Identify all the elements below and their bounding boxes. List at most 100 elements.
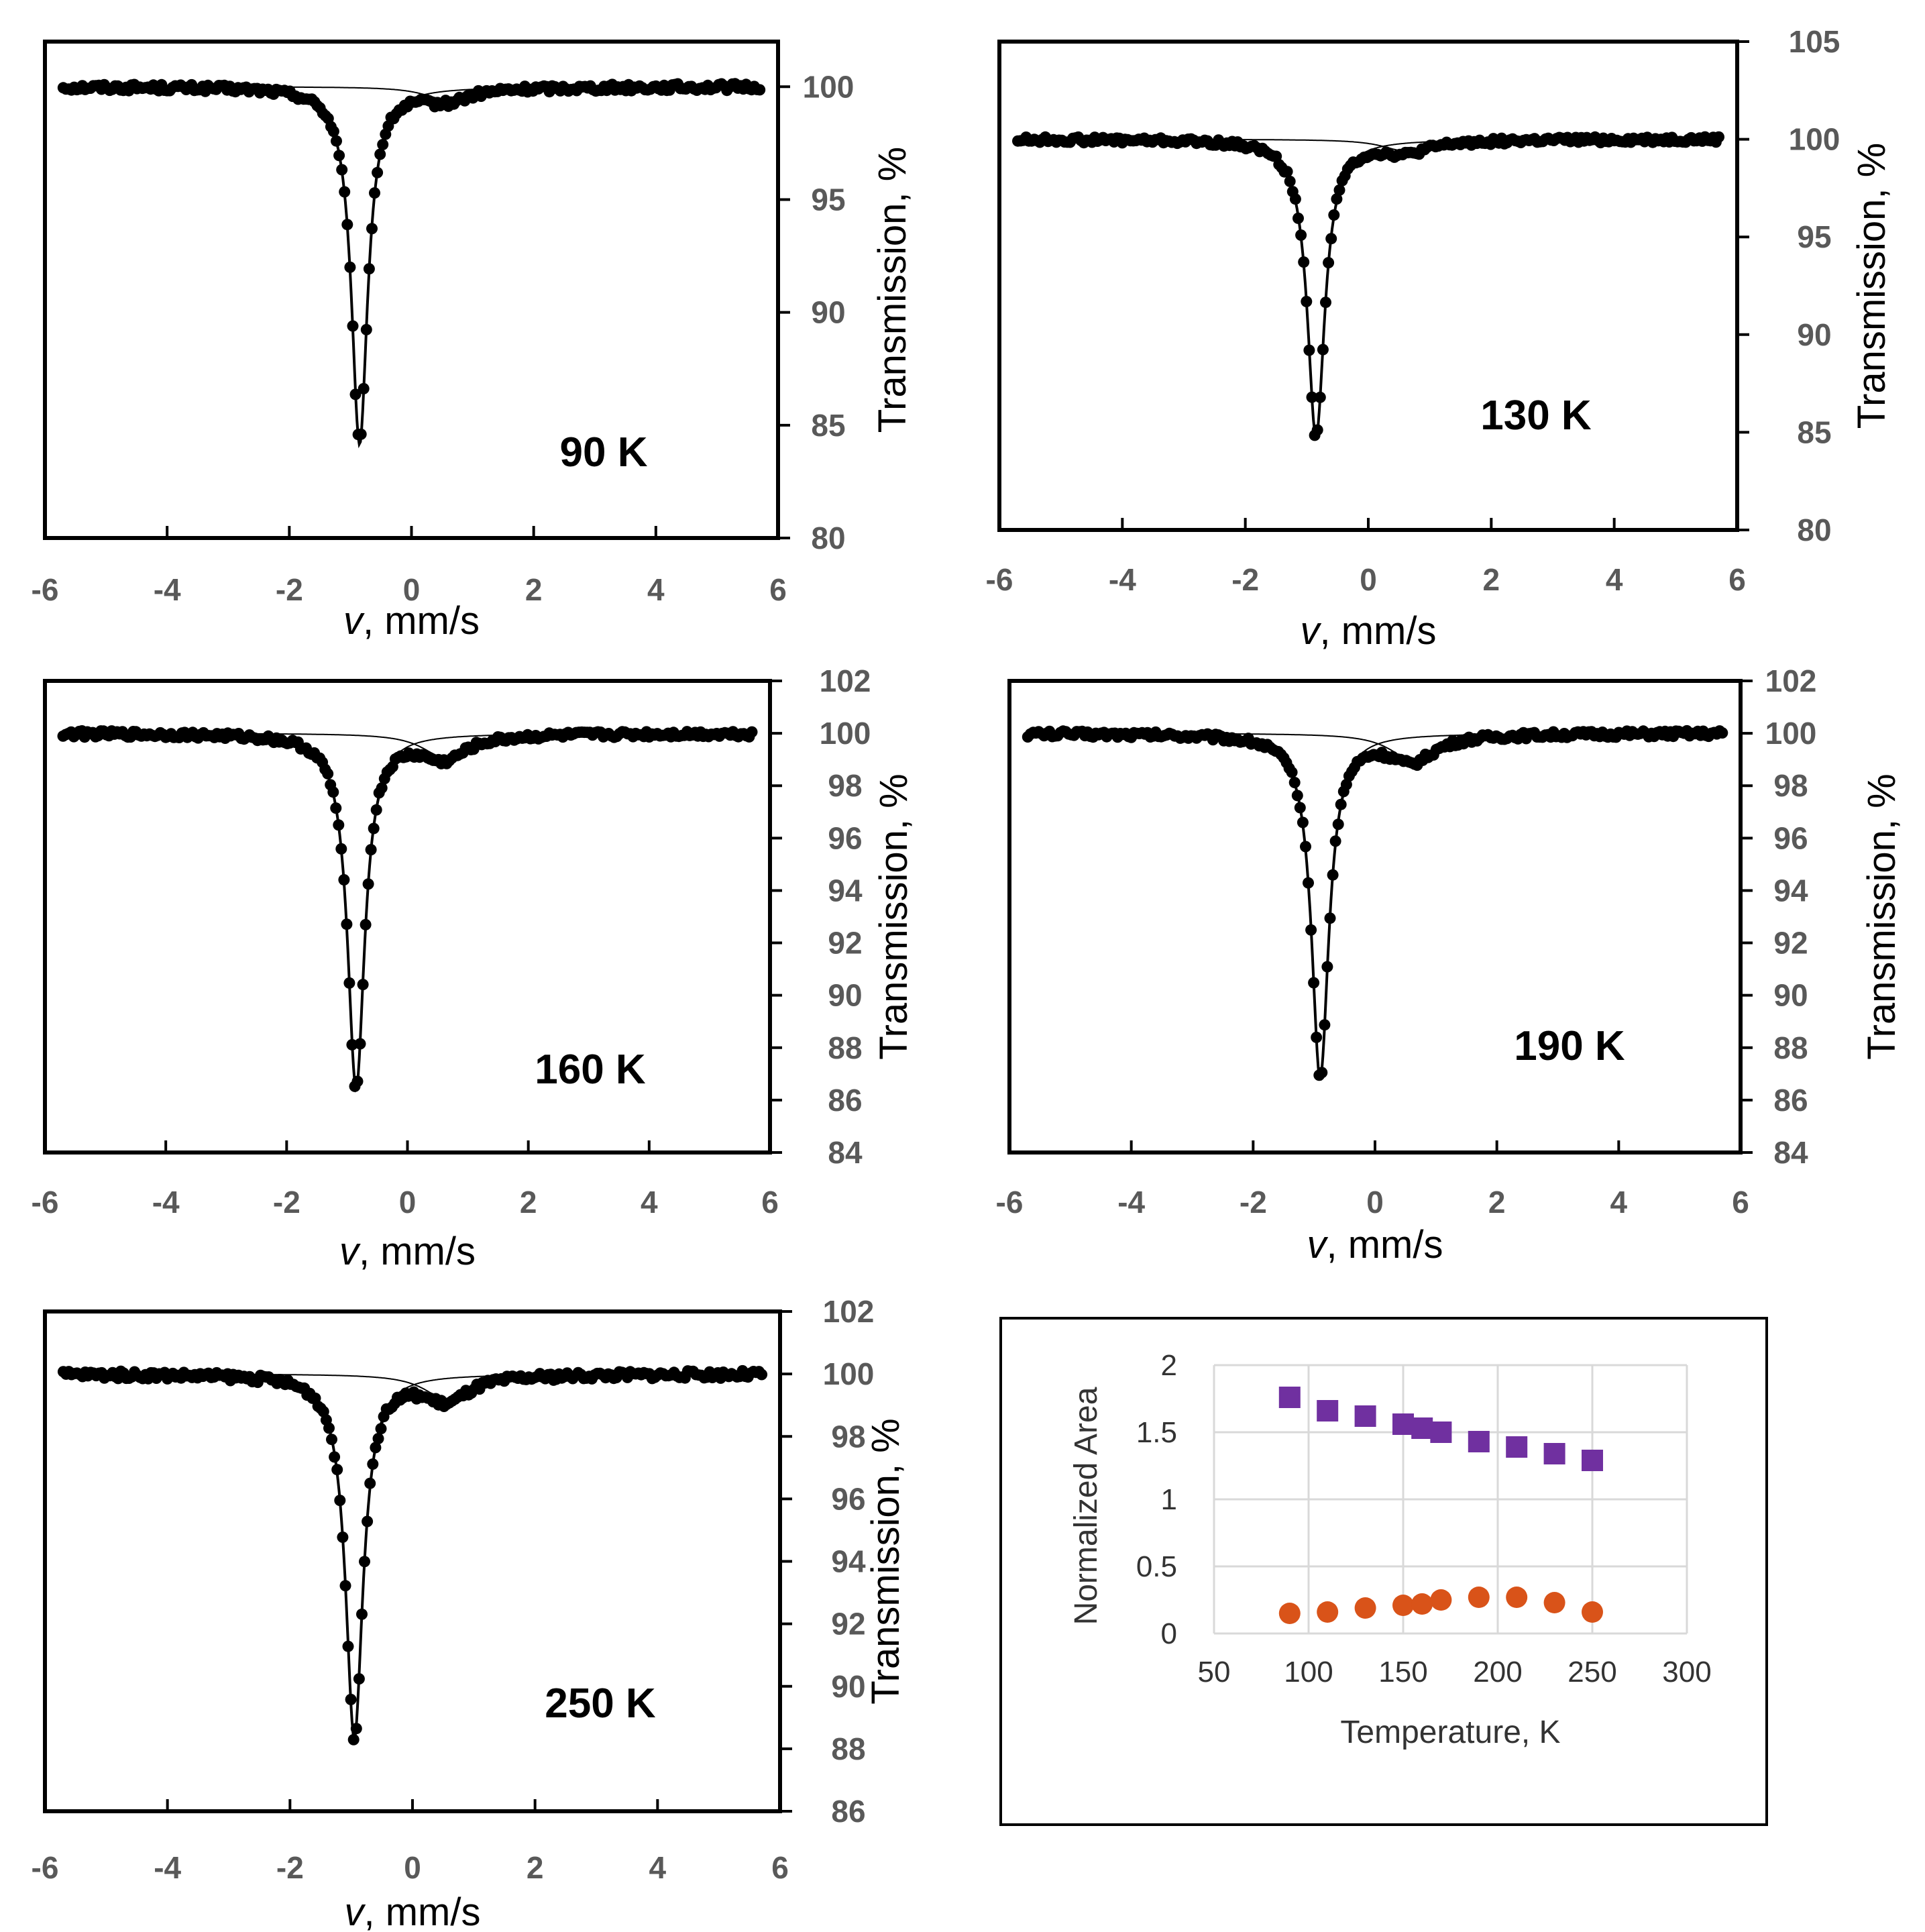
y-tick-label: 100	[803, 69, 855, 104]
data-point	[1320, 297, 1331, 309]
inset-marker-circle	[1411, 1593, 1433, 1615]
data-point	[1306, 391, 1318, 403]
x-axis-title: v, mm/s	[1307, 1223, 1443, 1267]
x-tick-label: 2	[520, 1185, 537, 1220]
temperature-label: 250 K	[545, 1680, 656, 1727]
x-tick-label: 6	[769, 572, 787, 607]
inset-marker-square	[1317, 1400, 1339, 1421]
data-point	[1335, 798, 1347, 810]
y-tick-label: 100	[823, 1356, 875, 1391]
data-point	[329, 1451, 341, 1463]
inset-x-tick-label: 100	[1284, 1656, 1333, 1688]
x-tick-label: 4	[1606, 562, 1623, 597]
x-tick-label: -4	[152, 1185, 180, 1220]
data-point	[369, 187, 380, 199]
y-tick-label: 98	[831, 1419, 865, 1454]
x-axis-units: , mm/s	[363, 599, 480, 643]
inset-marker-circle	[1430, 1589, 1452, 1611]
inset-marker-square	[1354, 1405, 1376, 1427]
x-tick-label: 0	[399, 1185, 417, 1220]
data-point	[364, 1477, 376, 1489]
y-tick-label: 88	[831, 1731, 865, 1766]
data-point	[756, 1368, 768, 1381]
inset-marker-circle	[1506, 1587, 1528, 1608]
y-tick-label: 96	[1773, 820, 1808, 855]
data-point	[1300, 841, 1311, 853]
x-axis-title: v, mm/s	[345, 1890, 481, 1932]
data-point	[347, 1733, 360, 1746]
y-tick-label: 95	[811, 182, 845, 217]
x-tick-label: -6	[32, 1185, 59, 1220]
data-point	[754, 84, 766, 96]
data-point	[323, 1422, 335, 1434]
x-tick-label: 2	[1483, 562, 1500, 597]
y-axis-title: Transmission, %	[864, 1418, 908, 1705]
x-tick-label: 4	[649, 1850, 667, 1885]
temperature-label: 160 K	[535, 1046, 646, 1093]
x-tick-label: 2	[525, 572, 543, 607]
data-point	[746, 726, 758, 738]
data-point	[334, 1495, 346, 1507]
x-tick-label: 4	[647, 572, 665, 607]
data-point	[1311, 1031, 1323, 1043]
temperature-label: 90 K	[560, 429, 648, 476]
data-point	[343, 977, 355, 989]
y-tick-label: 94	[831, 1544, 866, 1579]
y-tick-label: 80	[811, 521, 845, 555]
x-tick-label: 0	[1360, 562, 1377, 597]
x-axis-title: v, mm/s	[343, 599, 480, 643]
data-point	[1328, 209, 1340, 221]
y-tick-label: 90	[831, 1669, 865, 1704]
data-point	[322, 767, 334, 780]
data-point	[354, 1038, 366, 1050]
data-point	[374, 148, 386, 160]
y-tick-label: 86	[1773, 1083, 1808, 1118]
data-point	[333, 819, 345, 831]
data-point	[372, 166, 384, 178]
inset-marker-square	[1430, 1421, 1452, 1443]
y-tick-label: 85	[1797, 415, 1831, 449]
y-tick-label: 96	[828, 820, 862, 855]
y-tick-label: 88	[1773, 1030, 1808, 1065]
data-point	[326, 1434, 337, 1446]
data-point	[1284, 175, 1296, 187]
x-tick-label: -4	[154, 572, 181, 607]
data-point	[1329, 835, 1341, 847]
data-point	[1298, 256, 1310, 268]
y-tick-label: 90	[811, 295, 845, 330]
y-tick-label: 90	[1773, 978, 1808, 1013]
data-point	[1324, 912, 1336, 924]
data-point	[1319, 1019, 1331, 1031]
temperature-label: 190 K	[1514, 1023, 1625, 1069]
data-point	[365, 844, 377, 856]
y-tick-label: 88	[828, 1030, 862, 1065]
data-point	[375, 1423, 387, 1435]
x-axis-variable: v	[343, 599, 365, 643]
y-tick-label: 86	[828, 1083, 862, 1118]
data-point	[1311, 424, 1323, 436]
inset-x-tick-label: 200	[1473, 1656, 1522, 1688]
data-point	[368, 822, 380, 835]
data-point	[360, 323, 372, 335]
y-tick-label: 90	[1797, 317, 1831, 352]
x-tick-label: 4	[1610, 1185, 1628, 1220]
x-axis-variable: v	[1301, 609, 1322, 653]
data-point	[349, 388, 362, 400]
data-point	[370, 1442, 382, 1454]
y-tick-label: 84	[1773, 1135, 1808, 1170]
y-tick-label: 92	[1773, 926, 1808, 961]
inset-y-tick-label: 0	[1161, 1617, 1177, 1650]
y-tick-label: 98	[1773, 768, 1808, 803]
y-tick-label: 80	[1797, 513, 1831, 547]
data-point	[357, 979, 369, 991]
data-point	[376, 782, 388, 794]
data-point	[1325, 233, 1337, 245]
x-tick-label: 0	[404, 1850, 421, 1885]
data-point	[327, 786, 339, 798]
x-tick-label: -4	[1109, 562, 1136, 597]
data-point	[339, 186, 351, 198]
data-point	[1713, 131, 1724, 143]
data-point	[359, 1556, 370, 1568]
